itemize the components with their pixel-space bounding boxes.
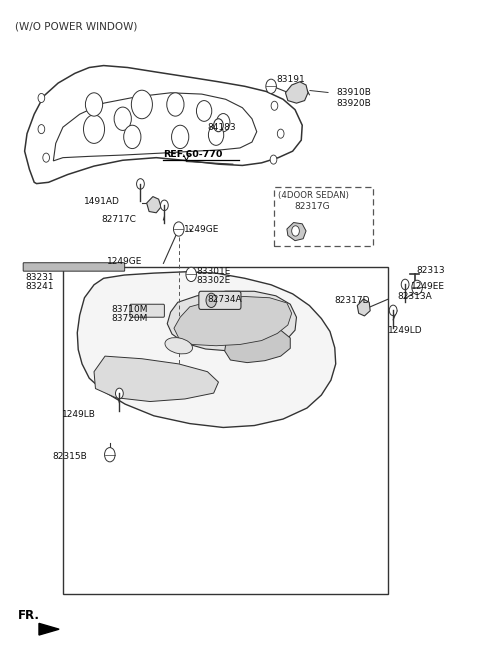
- Circle shape: [173, 222, 184, 236]
- Circle shape: [160, 200, 168, 211]
- Ellipse shape: [165, 337, 192, 354]
- Circle shape: [132, 90, 153, 119]
- Polygon shape: [287, 222, 306, 240]
- Circle shape: [208, 125, 224, 146]
- Circle shape: [114, 107, 132, 131]
- Polygon shape: [39, 623, 59, 635]
- Text: 84183: 84183: [207, 123, 236, 132]
- Text: 83920B: 83920B: [336, 99, 372, 108]
- Text: REF.60-770: REF.60-770: [163, 150, 223, 159]
- Text: 82717C: 82717C: [101, 215, 136, 224]
- Text: 83710M: 83710M: [112, 305, 148, 314]
- Text: 83191: 83191: [276, 75, 305, 84]
- Text: 82315B: 82315B: [52, 452, 87, 460]
- Text: (W/O POWER WINDOW): (W/O POWER WINDOW): [15, 21, 137, 31]
- Text: 83302E: 83302E: [196, 276, 230, 285]
- Circle shape: [216, 114, 230, 132]
- Text: 1249LB: 1249LB: [62, 410, 96, 419]
- Circle shape: [85, 93, 103, 116]
- Circle shape: [277, 129, 284, 138]
- Circle shape: [389, 305, 397, 316]
- Text: 82317G: 82317G: [295, 202, 330, 211]
- Circle shape: [137, 179, 144, 189]
- Circle shape: [167, 93, 184, 116]
- Circle shape: [266, 79, 276, 94]
- Circle shape: [214, 119, 223, 132]
- Polygon shape: [77, 272, 336, 428]
- Circle shape: [38, 94, 45, 103]
- Circle shape: [270, 155, 277, 164]
- Circle shape: [271, 101, 278, 111]
- FancyBboxPatch shape: [130, 304, 164, 317]
- Text: (4DOOR SEDAN): (4DOOR SEDAN): [278, 190, 349, 200]
- Circle shape: [196, 101, 212, 122]
- Text: 82317D: 82317D: [335, 296, 370, 305]
- Text: 1249LD: 1249LD: [388, 326, 423, 335]
- Circle shape: [105, 448, 115, 462]
- Polygon shape: [286, 82, 308, 103]
- Circle shape: [84, 115, 105, 144]
- FancyBboxPatch shape: [23, 263, 125, 271]
- Circle shape: [171, 125, 189, 149]
- Circle shape: [186, 267, 196, 281]
- Text: FR.: FR.: [17, 609, 39, 622]
- Text: 1249GE: 1249GE: [183, 224, 219, 233]
- Text: 83231: 83231: [25, 272, 54, 281]
- Text: 82734A: 82734A: [207, 294, 242, 304]
- Text: 83301E: 83301E: [196, 267, 230, 276]
- Circle shape: [38, 125, 45, 134]
- Text: 1491AD: 1491AD: [84, 197, 120, 206]
- Polygon shape: [174, 296, 292, 346]
- Circle shape: [206, 293, 216, 307]
- Circle shape: [116, 388, 123, 398]
- Circle shape: [124, 125, 141, 149]
- Text: 83910B: 83910B: [336, 88, 372, 98]
- Circle shape: [292, 226, 300, 236]
- Text: 83241: 83241: [25, 281, 54, 291]
- Text: 1249EE: 1249EE: [411, 281, 445, 291]
- Circle shape: [43, 153, 49, 162]
- Text: 1249GE: 1249GE: [107, 257, 143, 266]
- Polygon shape: [357, 299, 370, 316]
- Text: 82313A: 82313A: [397, 292, 432, 301]
- Polygon shape: [94, 356, 218, 402]
- Circle shape: [412, 280, 422, 294]
- Polygon shape: [167, 291, 297, 351]
- Polygon shape: [147, 196, 161, 213]
- FancyBboxPatch shape: [199, 291, 241, 309]
- Text: 82313: 82313: [416, 266, 445, 275]
- Text: 83720M: 83720M: [112, 314, 148, 323]
- Polygon shape: [225, 328, 290, 363]
- Circle shape: [401, 280, 409, 290]
